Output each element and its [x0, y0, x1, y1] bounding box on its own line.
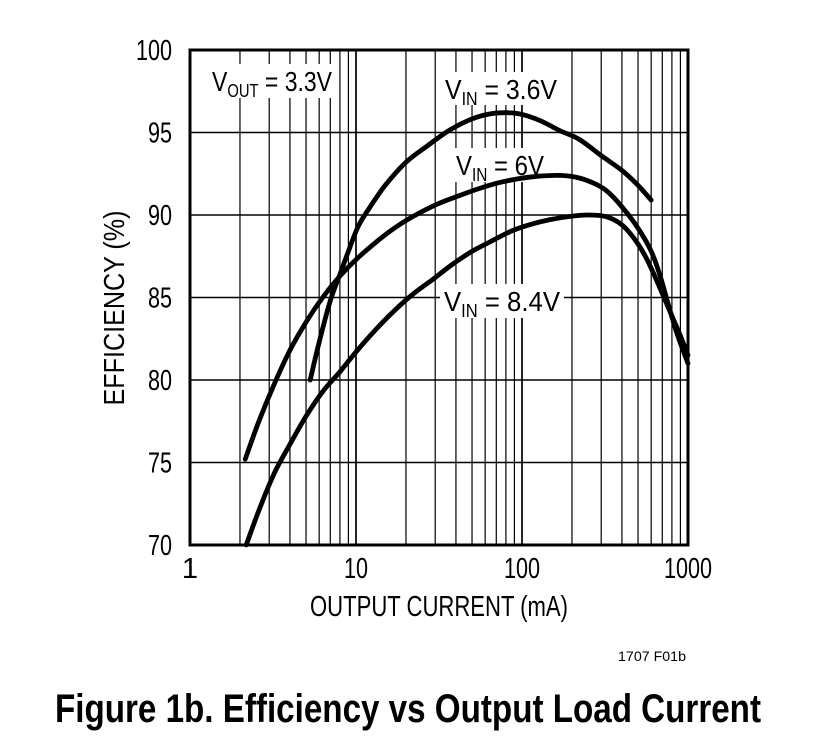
annotation-box-vout-3.3v [206, 64, 338, 98]
y-tick-label-85: 85 [148, 283, 172, 315]
label-vin-3.6v: VIN = 3.6V [445, 74, 557, 109]
x-axis-title: OUTPUT CURRENT (mA) [310, 591, 568, 623]
y-tick-label-100: 100 [136, 35, 172, 67]
curve-vin-3p6v [307, 110, 654, 383]
axis-tick-labels: 100 95 90 85 80 75 70 1 10 100 1000 [136, 35, 712, 585]
curve-vin-8p4v [243, 212, 691, 548]
label-vin-8.4v: VIN = 8.4V [444, 286, 560, 321]
label-vout-3.3v: VOUT = 3.3V [212, 66, 332, 101]
annotation-boxes [206, 64, 564, 318]
x-tick-label-100: 100 [504, 553, 540, 585]
y-tick-label-90: 90 [148, 200, 172, 232]
y-tick-label-75: 75 [148, 448, 172, 480]
annotation-labels: VOUT = 3.3V VIN = 3.6V VIN = 6V VIN = 8.4V [212, 66, 560, 321]
figure-caption: Figure 1b. Efficiency vs Output Load Cur… [55, 687, 761, 731]
figure-number: 1707 F01b [618, 649, 686, 664]
curves [242, 110, 691, 548]
y-axis-title: EFFICIENCY (%) [99, 211, 131, 406]
annotation-box-vin-3.6v [440, 72, 562, 105]
gridlines [189, 49, 689, 546]
annotation-box-vin-8.4v [440, 284, 564, 318]
x-tick-label-10: 10 [344, 553, 368, 585]
curve-vin-6v [242, 172, 691, 462]
y-tick-label-95: 95 [148, 118, 172, 150]
y-tick-label-80: 80 [148, 365, 172, 397]
x-tick-label-1: 1 [182, 553, 198, 585]
label-vin-6v: VIN = 6V [456, 150, 544, 185]
x-tick-label-1000: 1000 [664, 553, 712, 585]
y-tick-label-70: 70 [148, 530, 172, 562]
plot-border [188, 48, 690, 547]
